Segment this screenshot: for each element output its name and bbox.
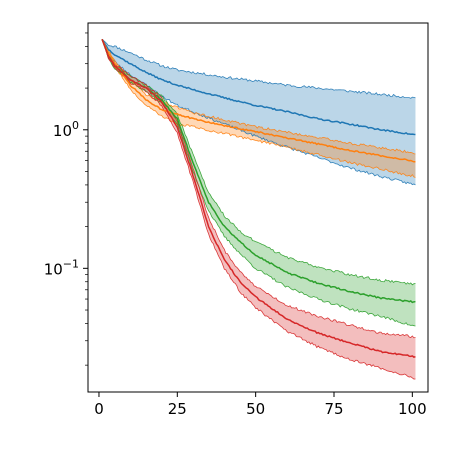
y-axis: 10−1 100 xyxy=(44,32,88,366)
series-lines xyxy=(101,38,416,358)
series-3-band xyxy=(102,39,416,380)
x-tick-label: 25 xyxy=(168,400,187,418)
band-edges xyxy=(101,39,416,380)
x-tick-label: 100 xyxy=(398,400,427,418)
y-tick-label: 100 xyxy=(53,119,79,140)
series-1-upper-edge xyxy=(101,39,416,155)
series-1-band xyxy=(102,39,416,178)
series-1-line xyxy=(101,38,416,163)
series-0-line xyxy=(101,38,416,136)
series-3-line xyxy=(101,39,416,358)
x-axis: 0 25 50 75 100 xyxy=(94,392,427,418)
series-0-upper-edge xyxy=(101,39,416,99)
y-tick-label: 10−1 xyxy=(44,257,79,278)
series-3-lower-edge xyxy=(101,39,416,380)
series-3-upper-edge xyxy=(101,39,416,339)
series-2-lower-edge xyxy=(101,39,416,327)
x-tick-label: 0 xyxy=(94,400,104,418)
x-tick-label: 75 xyxy=(324,400,343,418)
x-tick-label: 50 xyxy=(246,400,265,418)
plot-frame xyxy=(87,22,429,393)
series-1-lower-edge xyxy=(101,39,416,178)
